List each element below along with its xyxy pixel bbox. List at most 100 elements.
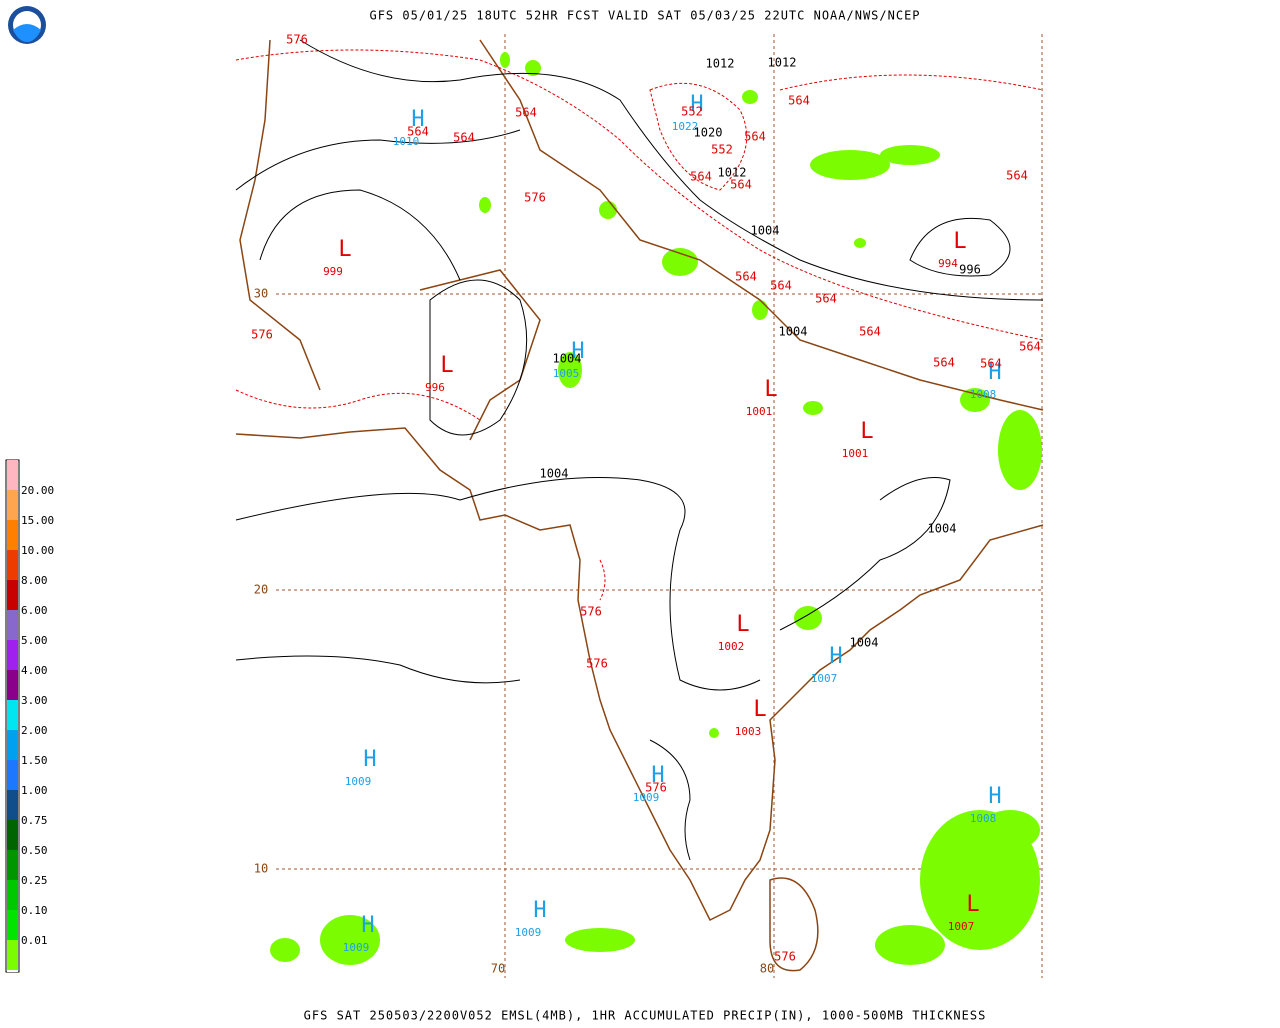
pressure-center-symbol: H [829, 644, 842, 669]
footer: GFS SAT 250503/2200V052 EMSL(4MB), 1HR A… [304, 1009, 987, 1023]
colorbar-label: 15.00 [21, 514, 54, 527]
colorbar-bin [7, 820, 18, 850]
thickness-label: 552 [681, 105, 703, 119]
colorbar-bin [7, 460, 18, 490]
isobar-label: 1012 [706, 57, 735, 71]
thickness-label: 564 [859, 325, 881, 339]
thickness-label: 576 [524, 191, 546, 205]
thickness-label: 564 [1006, 169, 1028, 183]
colorbar-label: 0.25 [21, 874, 48, 887]
noaa-logo [8, 6, 46, 44]
thickness-label: 564 [744, 130, 766, 144]
pressure-center-symbol: L [953, 229, 966, 254]
isobar-label: 1004 [779, 325, 808, 339]
colorbar-label: 6.00 [21, 604, 48, 617]
thickness-label: 564 [815, 292, 837, 306]
thickness-label: 576 [286, 33, 308, 47]
grid-label: 10 [254, 862, 268, 876]
isobar-label: 1004 [928, 522, 957, 536]
thickness-label: 564 [788, 94, 810, 108]
pressure-center-symbol: L [338, 237, 351, 262]
colorbar-label: 0.10 [21, 904, 48, 917]
pressure-center-symbol: H [988, 784, 1001, 809]
colorbar-label: 1.50 [21, 754, 48, 767]
thickness-label: 564 [1019, 340, 1041, 354]
pressure-center-symbol: H [988, 360, 1001, 385]
pressure-center-value: 1008 [970, 812, 997, 825]
pressure-center-symbol: L [966, 892, 979, 917]
colorbar-bin [7, 700, 18, 730]
pressure-center-value: 994 [938, 257, 958, 270]
thickness-label: 552 [711, 143, 733, 157]
colorbar-bin [7, 520, 18, 550]
pressure-center-symbol: H [361, 913, 374, 938]
pressure-center-symbol: H [411, 107, 424, 132]
thickness-contours [235, 49, 1044, 601]
pressure-center-symbol: H [651, 763, 664, 788]
pressure-center-symbol: H [690, 92, 703, 117]
thickness-label: 576 [586, 657, 608, 671]
coastline [235, 39, 1044, 972]
colorbar-label: 5.00 [21, 634, 48, 647]
colorbar-bin [7, 730, 18, 760]
isobar-label: 1004 [540, 467, 569, 481]
colorbar-bin [7, 790, 18, 820]
isobar-label: 1012 [718, 166, 747, 180]
isobar-label: 1020 [694, 126, 723, 140]
colorbar-label: 2.00 [21, 724, 48, 737]
thickness-label: 564 [980, 357, 1002, 371]
pressure-center-symbol: L [736, 612, 749, 637]
pressure-center-symbol: L [440, 353, 453, 378]
thickness-label: 576 [251, 328, 273, 342]
thickness-label: 564 [690, 170, 712, 184]
colorbar-label: 20.00 [21, 484, 54, 497]
pressure-center-symbol: L [860, 419, 873, 444]
pressure-center-value: 1007 [811, 672, 838, 685]
pressure-center-value: 996 [425, 381, 445, 394]
thickness-label: 576 [645, 781, 667, 795]
colorbar-bin [7, 970, 18, 972]
isobar-label: 1004 [850, 636, 879, 650]
pressure-center-value: 1009 [343, 941, 370, 954]
pressure-center-symbol: L [753, 697, 766, 722]
colorbar-bin [7, 910, 18, 940]
colorbar-bin [7, 760, 18, 790]
pressure-center-value: 999 [323, 265, 343, 278]
pressure-center-value: 1008 [970, 388, 997, 401]
isobar-label: 1004 [751, 224, 780, 238]
thickness-label: 564 [515, 106, 537, 120]
isobar-label: 1012 [768, 56, 797, 70]
pressure-center-value: 1009 [515, 926, 542, 939]
pressure-center-value: 1010 [393, 135, 420, 148]
colorbar-bin [7, 940, 18, 970]
isobar-label: 996 [959, 263, 981, 277]
thickness-label: 576 [774, 950, 796, 964]
colorbar-bin [7, 610, 18, 640]
pressure-center-value: 1007 [948, 920, 975, 933]
thickness-label: 564 [730, 178, 752, 192]
pressure-center-symbol: H [533, 898, 546, 923]
isobars [235, 39, 1044, 861]
colorbar-label: 1.00 [21, 784, 48, 797]
thickness-label: 564 [407, 125, 429, 139]
pressure-center-value: 1003 [735, 725, 762, 738]
isobar-label: 1004 [553, 352, 582, 366]
colorbar-bin [7, 670, 18, 700]
thickness-label: 564 [453, 131, 475, 145]
thickness-label: 576 [580, 605, 602, 619]
colorbar-bin [7, 550, 18, 580]
colorbar-label: 0.01 [21, 934, 48, 947]
pressure-center-symbol: H [363, 747, 376, 772]
thickness-label: 564 [933, 356, 955, 370]
colorbar-label: 8.00 [21, 574, 48, 587]
colorbar-bin [7, 880, 18, 910]
pressure-center-value: 1001 [842, 447, 869, 460]
pressure-center-value: 1009 [633, 791, 660, 804]
thickness-label: 564 [735, 270, 757, 284]
colorbar-label: 10.00 [21, 544, 54, 557]
pressure-center-value: 1009 [345, 775, 372, 788]
pressure-center-value: 1022 [672, 120, 699, 133]
